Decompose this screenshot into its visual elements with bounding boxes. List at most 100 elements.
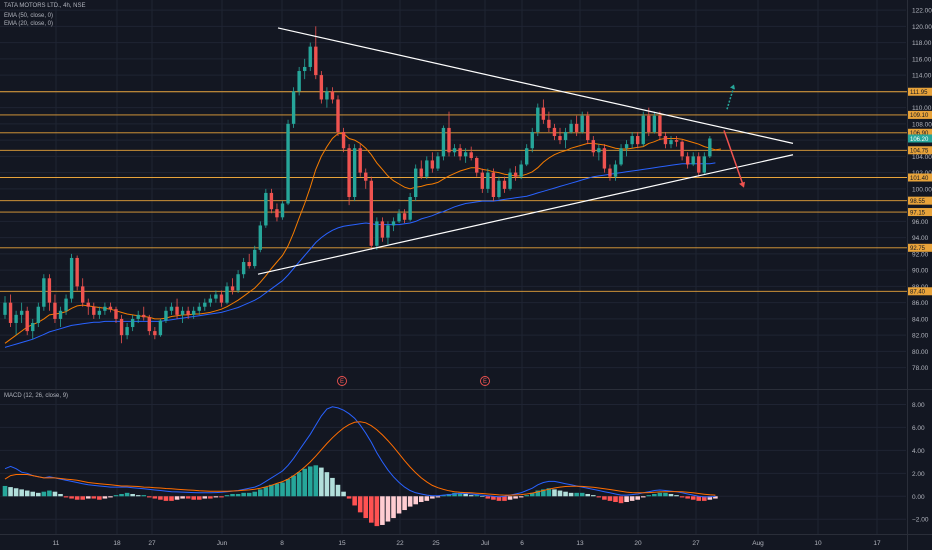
level-label: 109.10 (910, 113, 929, 119)
ema20-line (4, 133, 721, 344)
level-badge (908, 208, 932, 217)
candle-body (264, 192, 268, 226)
candle-body (275, 209, 279, 218)
time-tick-label: 10 (814, 540, 822, 547)
candle-body (536, 107, 540, 132)
macd-histogram-bar (252, 491, 258, 497)
candle-body (669, 140, 673, 145)
level-badge (908, 146, 932, 155)
macd-histogram-bar (330, 477, 335, 497)
candle-body (341, 131, 346, 149)
macd-histogram-bar (463, 493, 468, 497)
macd-histogram-bar (135, 495, 141, 497)
earnings-marker-label: E (483, 379, 487, 385)
candle-body (441, 127, 446, 157)
macd-histogram-bar (679, 496, 685, 498)
candles (3, 26, 712, 344)
macd-histogram-bar (602, 496, 607, 500)
time-tick-label: 13 (576, 540, 584, 547)
candle-body (247, 262, 251, 267)
macd-histogram-bar (557, 490, 563, 497)
macd-histogram-bar (185, 496, 191, 499)
macd-histogram-bar (441, 495, 446, 497)
candle-body (308, 46, 312, 67)
candle-body (58, 310, 63, 319)
candle-body (574, 123, 579, 132)
macd-histogram-bar (579, 492, 585, 497)
chart-legend-macd[interactable]: MACD (12, 26, close, 9) (4, 393, 69, 399)
candle-body (136, 314, 140, 319)
candle-body (8, 302, 13, 323)
time-axis[interactable]: 11 18 27 Jun 8 15 22 25 Jul 6 13 20 27 Aug 10 17 (53, 540, 881, 547)
candle-body (624, 144, 629, 149)
macd-histogram-bar (563, 491, 568, 497)
macd-histogram-bar (208, 496, 213, 499)
macd-histogram-bar (424, 496, 430, 501)
candle-body (192, 310, 196, 315)
time-tick-label: 11 (53, 540, 60, 547)
macd-histogram-bar (224, 495, 230, 497)
macd-histogram-bar (119, 493, 124, 497)
candle-body (75, 257, 79, 287)
candle-body (86, 302, 90, 307)
candle-body (158, 320, 163, 336)
chart-legend-symbol[interactable]: TATA MOTORS LTD., 4h, NSE (4, 3, 86, 9)
macd-histogram-bar (369, 496, 374, 523)
signal-line (4, 421, 716, 496)
macd-histogram-bar (13, 488, 19, 497)
macd-histogram-bar (496, 496, 502, 501)
macd-histogram-bar (385, 496, 391, 522)
candle-body (580, 115, 584, 132)
candle-body (636, 136, 640, 145)
macd-histogram-bar (74, 496, 80, 500)
candle-body (53, 302, 57, 319)
macd-histogram-bar (707, 496, 713, 500)
macd-histogram-bar (213, 496, 219, 498)
candle-body (325, 91, 329, 100)
triangle-trendlines[interactable] (257, 27, 794, 275)
candle-body (513, 172, 518, 177)
macd-histogram-bar (102, 496, 108, 499)
candle-body (691, 156, 695, 165)
macd-histogram-bar (363, 496, 369, 519)
candle-body (47, 278, 52, 303)
macd-axis[interactable]: −2.00 0.00 2.00 4.00 6.00 8.00 (912, 402, 929, 524)
candle-body (197, 306, 201, 311)
macd-histogram-bar (346, 496, 352, 499)
time-tick-label: 8 (280, 540, 284, 547)
candle-body (630, 136, 634, 145)
bullish-breakout-arrow (726, 86, 735, 110)
earnings-marker (480, 376, 490, 386)
macd-histogram-bar (629, 496, 635, 501)
price-tick-label: 92.00 (912, 251, 929, 258)
chart-legend-ema20[interactable]: EMA (20, close, 0) (4, 21, 54, 27)
macd-histogram-bar (235, 493, 241, 497)
time-tick-label: Jun (217, 540, 228, 547)
breakout-arrows[interactable] (723, 84, 745, 188)
macd-histogram-bar (635, 496, 640, 500)
candle-body (42, 278, 46, 307)
level-badge (908, 287, 932, 296)
chart-legend-ema50[interactable]: EMA (50, close, 0) (4, 13, 54, 19)
lower-trendline (257, 154, 794, 275)
bearish-arrowhead (739, 181, 745, 188)
price-tick-label: 116.00 (912, 56, 932, 63)
level-label: 97.15 (910, 210, 926, 216)
macd-histogram-bar (696, 496, 702, 501)
macd-histogram-bar (685, 496, 690, 499)
candle-body (408, 197, 412, 220)
macd-histogram-bar (130, 493, 135, 497)
time-tick-label: Jul (481, 540, 490, 547)
level-label: 87.40 (910, 290, 926, 296)
candle-body (336, 99, 340, 132)
candle-body (352, 148, 357, 197)
candle-body (463, 152, 468, 157)
macd-histogram-bar (30, 491, 36, 497)
macd-tick-label: −2.00 (912, 517, 929, 524)
candle-body (169, 306, 174, 311)
price-tick-label: 100.00 (912, 186, 932, 193)
macd-histogram-bar (158, 496, 163, 500)
macd-line (4, 406, 716, 498)
